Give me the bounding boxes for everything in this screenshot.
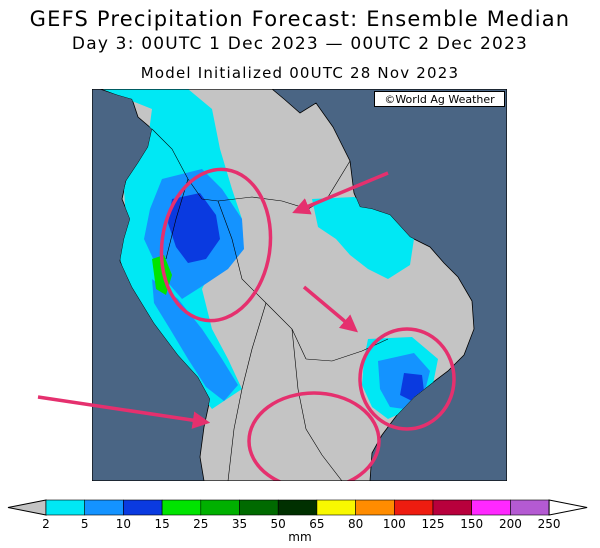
legend-tick-label: 250 <box>538 517 561 531</box>
legend-highend-triangle <box>548 499 588 516</box>
annotation-ellipse-amazon <box>159 167 273 323</box>
legend-tick-label: 200 <box>499 517 522 531</box>
legend-tick-label: 125 <box>422 517 445 531</box>
legend-swatch <box>45 499 86 516</box>
legend-unit: mm <box>288 530 312 544</box>
model-init-time: Model Initialized 00UTC 28 Nov 2023 <box>140 64 460 82</box>
credit-label: ©World Ag Weather <box>374 91 505 107</box>
legend-tick-label: 80 <box>348 517 363 531</box>
forecast-period: Day 3: 00UTC 1 Dec 2023 — 00UTC 2 Dec 20… <box>71 34 529 54</box>
legend-colorbar: 2 5 10 15 25 35 50 65 80 100 125 150 200 250 <box>7 499 588 531</box>
legend-swatch <box>84 499 124 516</box>
legend-swatch <box>355 499 395 516</box>
legend-swatch <box>200 499 240 516</box>
legend-tick-label: 35 <box>232 517 247 531</box>
legend-swatch <box>277 499 318 516</box>
legend-tick-label: 150 <box>460 517 483 531</box>
legend-lowend-triangle <box>7 499 47 516</box>
legend-swatch <box>432 499 473 516</box>
legend-tick-label: 10 <box>116 517 131 531</box>
legend-swatch <box>123 499 163 516</box>
legend-swatch <box>316 499 356 516</box>
precip-heavy <box>168 193 220 263</box>
annotation-arrow-west <box>37 395 211 429</box>
annotation-ellipse-east <box>358 327 456 431</box>
map-title: GEFS Precipitation Forecast: Ensemble Me… <box>29 7 571 31</box>
legend-swatch <box>393 499 434 516</box>
legend-tick-label: 2 <box>42 517 50 531</box>
legend-tick-label: 5 <box>81 517 89 531</box>
annotation-arrow-north <box>292 171 389 215</box>
legend-tick-label: 100 <box>383 517 406 531</box>
legend-tick-label: 50 <box>271 517 286 531</box>
legend-tick-label: 25 <box>193 517 208 531</box>
annotations <box>159 167 456 481</box>
precip-light-east <box>312 197 414 279</box>
legend-tick-label: 65 <box>309 517 324 531</box>
legend-swatch <box>161 499 202 516</box>
annotation-ellipse-south <box>247 391 381 481</box>
precip-moderate-andes <box>152 279 238 401</box>
legend-tick-label: 15 <box>154 517 169 531</box>
precipitation-map <box>92 89 507 481</box>
annotation-arrow-mid <box>302 285 359 333</box>
legend-swatch <box>239 499 279 516</box>
legend-swatch <box>510 499 550 516</box>
legend-swatch <box>471 499 511 516</box>
